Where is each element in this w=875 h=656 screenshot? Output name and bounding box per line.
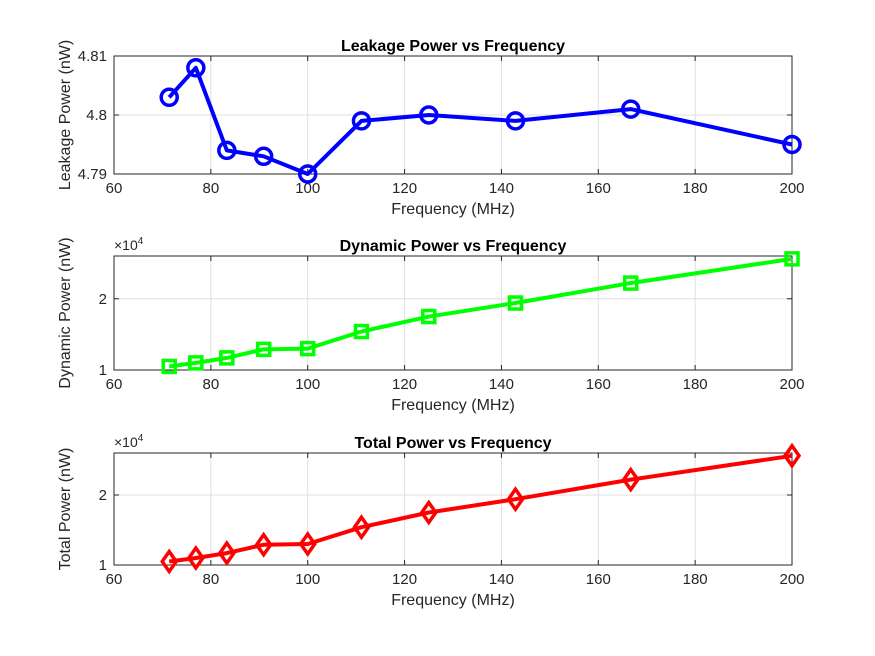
total-data-point-diamond xyxy=(186,544,205,572)
leakage-xtick-label: 180 xyxy=(683,180,708,197)
dynamic-data-point-square xyxy=(161,358,177,375)
leakage-series-line xyxy=(167,65,793,176)
leakage-xtick-label: 60 xyxy=(106,180,123,197)
dynamic-series-line xyxy=(168,256,793,369)
total-x-axis-label: Frequency (MHz) xyxy=(391,592,515,609)
leakage-xtick-label: 80 xyxy=(203,180,220,197)
leakage-data-point-circle xyxy=(620,99,641,119)
dynamic-exponent-base: ×10 xyxy=(114,237,138,253)
dynamic-y-axis-label: Dynamic Power (nW) xyxy=(57,237,74,388)
total-data-point-diamond xyxy=(217,540,236,567)
dynamic-data-point-square xyxy=(784,251,800,267)
leakage-data-point-circle xyxy=(782,134,802,155)
dynamic-data-point-square xyxy=(299,340,316,357)
dynamic-data-point-square xyxy=(219,350,235,366)
leakage-data-point-circle xyxy=(159,87,179,108)
total-exponent-power: 4 xyxy=(138,433,144,444)
total-data-point-diamond xyxy=(506,486,525,513)
dynamic-axes-box xyxy=(113,255,793,371)
leakage-chart-title: Leakage Power vs Frequency xyxy=(341,38,565,55)
leakage-x-axis-label: Frequency (MHz) xyxy=(391,201,515,218)
total-ytick-label: 2 xyxy=(99,487,107,504)
dynamic-xtick-label: 100 xyxy=(295,376,320,393)
dynamic-exponent-power: 4 xyxy=(138,236,144,247)
dynamic-data-point-square xyxy=(421,308,437,325)
leakage-xtick-label: 200 xyxy=(779,180,804,197)
total-xtick-label: 100 xyxy=(295,571,320,588)
dynamic-xtick-label: 140 xyxy=(489,376,514,393)
dynamic-xtick-label: 80 xyxy=(203,376,220,393)
leakage-xtick-label: 120 xyxy=(392,180,417,197)
leakage-xtick-label: 140 xyxy=(489,180,514,197)
total-data-point-diamond xyxy=(621,466,640,493)
total-y-axis-label: Total Power (nW) xyxy=(57,448,74,571)
total-exponent-label: ×104 xyxy=(114,433,144,450)
total-series-line xyxy=(168,453,793,564)
total-xtick-label: 120 xyxy=(392,571,417,588)
total-xtick-label: 200 xyxy=(779,571,804,588)
leakage-data-point-circle xyxy=(505,111,526,131)
leakage-xtick-label: 160 xyxy=(586,180,611,197)
total-data-point-diamond xyxy=(298,530,317,558)
total-data-point-diamond xyxy=(419,499,438,526)
dynamic-ytick-label: 2 xyxy=(99,291,107,308)
leakage-data-point-circle xyxy=(297,164,318,184)
dynamic-chart-title: Dynamic Power vs Frequency xyxy=(340,238,567,255)
dynamic-xtick-label: 180 xyxy=(683,376,708,393)
total-xtick-label: 180 xyxy=(683,571,708,588)
leakage-data-point-circle xyxy=(351,111,372,131)
total-axes-box xyxy=(113,452,793,566)
total-data-point-diamond xyxy=(160,548,179,575)
leakage-ytick-label: 4.79 xyxy=(78,166,107,183)
total-ytick-label: 1 xyxy=(99,557,107,574)
total-chart-title: Total Power vs Frequency xyxy=(354,435,551,452)
dynamic-data-point-square xyxy=(622,275,639,291)
dynamic-xtick-label: 200 xyxy=(779,376,804,393)
total-xtick-label: 80 xyxy=(203,571,220,588)
total-data-point-diamond xyxy=(352,514,371,541)
dynamic-data-point-square xyxy=(507,295,524,311)
total-xtick-label: 160 xyxy=(586,571,611,588)
leakage-y-axis-label: Leakage Power (nW) xyxy=(57,40,74,190)
dynamic-chart: 60 80 100 120 140 160 180 200 1 2 ×104 Dynamic Powe… xyxy=(57,236,805,414)
total-chart: 60 80 100 120 140 160 180 200 1 2 ×104 Total Power … xyxy=(57,433,805,609)
dynamic-data-point-square xyxy=(353,323,370,340)
dynamic-exponent-label: ×104 xyxy=(114,236,144,253)
total-exponent-base: ×10 xyxy=(114,434,138,450)
total-data-point-diamond xyxy=(254,531,273,558)
dynamic-ytick-label: 1 xyxy=(99,362,107,379)
leakage-data-point-circle xyxy=(253,146,274,167)
leakage-data-point-circle xyxy=(186,58,206,78)
dynamic-data-point-square xyxy=(255,341,272,358)
leakage-xtick-label: 100 xyxy=(295,180,320,197)
leakage-data-point-circle xyxy=(419,105,439,125)
leakage-axes-box xyxy=(113,55,793,175)
leakage-data-point-circle xyxy=(217,140,237,161)
dynamic-data-point-square xyxy=(188,355,204,371)
total-xtick-label: 140 xyxy=(489,571,514,588)
leakage-ytick-label: 4.81 xyxy=(78,48,107,65)
total-data-point-diamond xyxy=(782,442,802,469)
leakage-ytick-label: 4.8 xyxy=(86,107,107,124)
total-xtick-label: 60 xyxy=(106,571,123,588)
dynamic-xtick-label: 120 xyxy=(392,376,417,393)
dynamic-xtick-label: 60 xyxy=(106,376,123,393)
leakage-chart: 60 80 100 120 140 160 180 2004.794.84.81Leakage… xyxy=(57,38,805,218)
dynamic-xtick-label: 160 xyxy=(586,376,611,393)
dynamic-x-axis-label: Frequency (MHz) xyxy=(391,397,515,414)
